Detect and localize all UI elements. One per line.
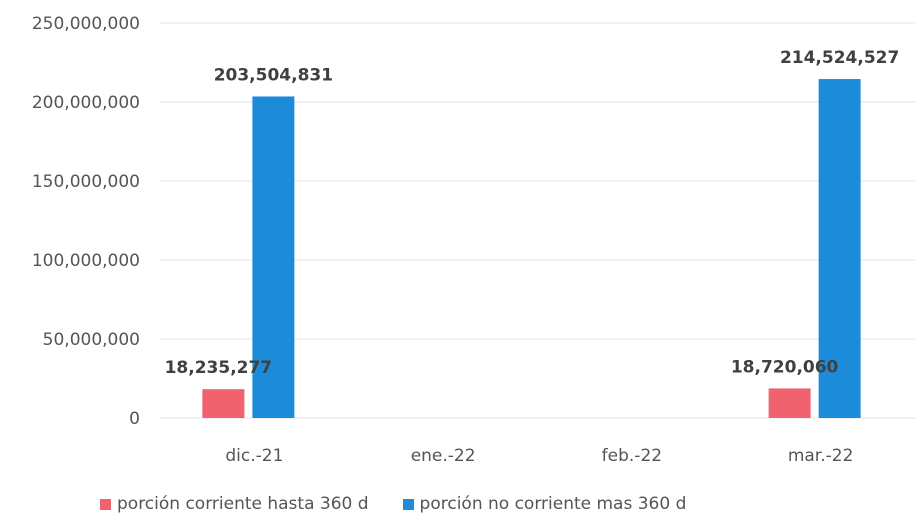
data-label-noncurrent: 214,524,527 bbox=[780, 48, 899, 68]
legend-item-current: porción corriente hasta 360 d bbox=[100, 494, 369, 514]
bar-chart: 0 50,000,000 100,000,000 150,000,000 200,000… bbox=[32, 14, 915, 466]
y-tick-label: 50,000,000 bbox=[43, 330, 140, 350]
x-tick-label: mar.-22 bbox=[788, 446, 854, 466]
y-tick-label: 100,000,000 bbox=[32, 251, 140, 271]
legend-item-noncurrent: porción no corriente mas 360 d bbox=[402, 494, 687, 514]
legend-label-noncurrent: porción no corriente mas 360 d bbox=[419, 494, 687, 514]
y-tick-label: 150,000,000 bbox=[32, 172, 140, 192]
bars bbox=[202, 79, 861, 419]
x-tick-label: ene.-22 bbox=[411, 446, 476, 466]
y-tick-label: 250,000,000 bbox=[32, 14, 140, 34]
bar-current bbox=[768, 388, 811, 418]
data-label-current: 18,720,060 bbox=[731, 357, 839, 377]
bar-noncurrent bbox=[252, 96, 295, 418]
y-tick-label: 200,000,000 bbox=[32, 93, 140, 113]
x-tick-label: dic.-21 bbox=[225, 446, 283, 466]
bar-current bbox=[202, 389, 245, 418]
legend-swatch-current bbox=[100, 498, 111, 510]
data-label-noncurrent: 203,504,831 bbox=[214, 65, 333, 85]
data-labels: 18,235,277 203,504,831 18,720,060 214,524,5… bbox=[165, 48, 900, 378]
y-axis: 0 50,000,000 100,000,000 150,000,000 200,000… bbox=[32, 14, 140, 429]
legend: porción corriente hasta 360 d porción no… bbox=[100, 494, 686, 514]
data-label-current: 18,235,277 bbox=[165, 358, 273, 378]
x-tick-label: feb.-22 bbox=[602, 446, 662, 466]
bar-noncurrent bbox=[818, 79, 861, 419]
legend-swatch-noncurrent bbox=[402, 498, 414, 510]
legend-label-current: porción corriente hasta 360 d bbox=[117, 494, 369, 514]
y-tick-label: 0 bbox=[129, 409, 140, 429]
x-axis: dic.-21 ene.-22 feb.-22 mar.-22 bbox=[225, 446, 853, 466]
